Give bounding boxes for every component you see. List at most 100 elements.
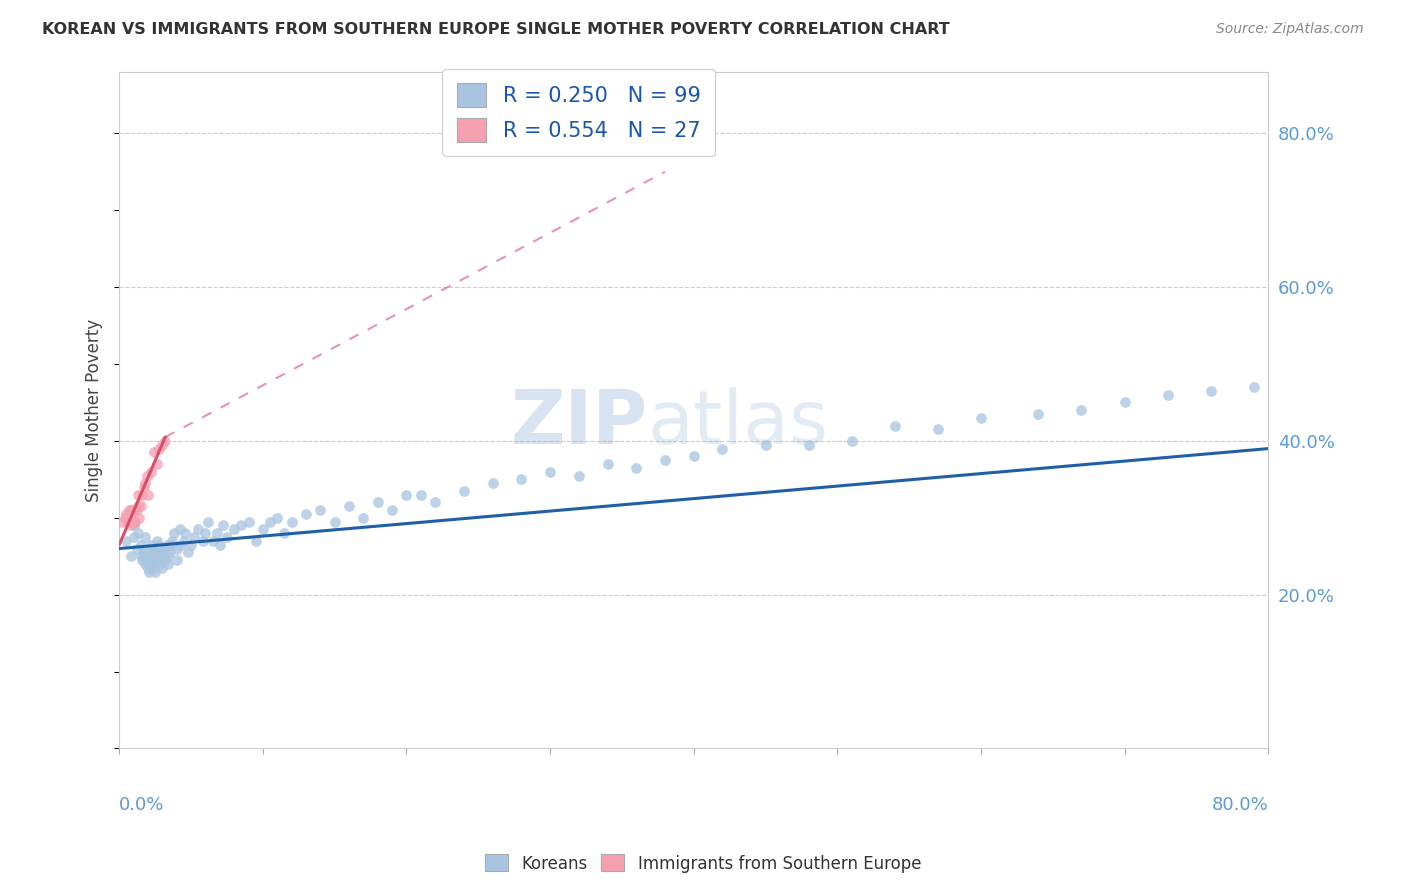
Point [132, 545, 155, 559]
Point [143, 565, 166, 579]
Point [150, 438, 173, 452]
Point [131, 488, 153, 502]
Point [124, 515, 146, 529]
Point [115, 533, 138, 548]
Point [238, 515, 260, 529]
Point [1114, 395, 1136, 409]
Point [127, 500, 149, 514]
Point [120, 503, 142, 517]
Point [927, 422, 949, 436]
Point [596, 457, 619, 471]
Point [1028, 407, 1050, 421]
Point [166, 553, 188, 567]
Point [453, 483, 475, 498]
Point [131, 553, 153, 567]
Point [122, 515, 145, 529]
Point [121, 507, 143, 521]
Point [208, 538, 231, 552]
Point [797, 438, 820, 452]
Point [136, 553, 159, 567]
Point [139, 557, 162, 571]
Point [682, 450, 704, 464]
Point [150, 545, 173, 559]
Point [883, 418, 905, 433]
Point [754, 438, 776, 452]
Point [159, 545, 181, 559]
Point [136, 561, 159, 575]
Point [125, 541, 148, 556]
Point [145, 533, 167, 548]
Legend: R = 0.250   N = 99, R = 0.554   N = 27: R = 0.250 N = 99, R = 0.554 N = 27 [443, 69, 716, 156]
Text: atlas: atlas [648, 387, 828, 460]
Point [138, 565, 160, 579]
Point [111, 515, 134, 529]
Point [141, 553, 163, 567]
Point [841, 434, 863, 448]
Point [129, 538, 152, 552]
Point [155, 553, 177, 567]
Point [191, 533, 214, 548]
Point [409, 488, 432, 502]
Point [134, 476, 156, 491]
Point [152, 541, 174, 556]
Point [127, 526, 149, 541]
Point [139, 538, 162, 552]
Point [568, 468, 591, 483]
Y-axis label: Single Mother Poverty: Single Mother Poverty [86, 318, 103, 501]
Point [149, 549, 172, 564]
Point [174, 526, 197, 541]
Point [711, 442, 734, 456]
Point [160, 538, 183, 552]
Point [205, 526, 228, 541]
Point [231, 518, 253, 533]
Point [128, 511, 150, 525]
Point [146, 538, 169, 552]
Point [132, 480, 155, 494]
Point [142, 445, 165, 459]
Point [173, 533, 195, 548]
Point [166, 541, 188, 556]
Point [114, 511, 136, 525]
Point [201, 533, 224, 548]
Point [183, 530, 205, 544]
Point [169, 522, 191, 536]
Point [1070, 403, 1092, 417]
Text: ZIP: ZIP [510, 387, 648, 460]
Text: 80.0%: 80.0% [1212, 796, 1268, 814]
Text: 0.0%: 0.0% [120, 796, 165, 814]
Point [145, 457, 167, 471]
Point [157, 557, 180, 571]
Point [626, 460, 648, 475]
Point [481, 476, 503, 491]
Point [1243, 380, 1265, 394]
Text: Source: ZipAtlas.com: Source: ZipAtlas.com [1216, 22, 1364, 37]
Point [252, 522, 274, 536]
Point [142, 545, 165, 559]
Point [148, 442, 170, 456]
Point [150, 561, 173, 575]
Point [117, 515, 139, 529]
Point [266, 511, 288, 525]
Point [136, 488, 159, 502]
Point [1156, 388, 1178, 402]
Point [139, 549, 162, 564]
Point [134, 530, 156, 544]
Point [142, 561, 165, 575]
Point [145, 553, 167, 567]
Point [180, 538, 202, 552]
Point [139, 465, 162, 479]
Point [170, 538, 193, 552]
Point [280, 515, 302, 529]
Point [197, 515, 219, 529]
Point [118, 503, 141, 517]
Point [122, 530, 145, 544]
Point [337, 500, 360, 514]
Point [120, 549, 142, 564]
Point [156, 538, 179, 552]
Point [177, 545, 200, 559]
Point [654, 453, 676, 467]
Point [211, 518, 233, 533]
Point [425, 495, 447, 509]
Point [115, 507, 138, 521]
Point [136, 541, 159, 556]
